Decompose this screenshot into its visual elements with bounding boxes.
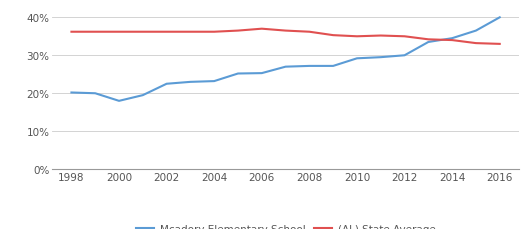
- (AL) State Average: [425, 39, 431, 41]
- Mcadory Elementary School: [449, 38, 455, 40]
- Mcadory Elementary School: [354, 58, 360, 60]
- Line: (AL) State Average: (AL) State Average: [71, 30, 500, 45]
- Mcadory Elementary School: [140, 94, 146, 97]
- Mcadory Elementary School: [425, 41, 431, 44]
- (AL) State Average: [497, 43, 503, 46]
- (AL) State Average: [187, 31, 193, 34]
- Mcadory Elementary School: [401, 55, 408, 57]
- (AL) State Average: [282, 30, 289, 33]
- Mcadory Elementary School: [163, 83, 170, 86]
- Mcadory Elementary School: [235, 73, 241, 76]
- (AL) State Average: [330, 35, 336, 37]
- (AL) State Average: [235, 30, 241, 33]
- Mcadory Elementary School: [306, 65, 312, 68]
- (AL) State Average: [259, 28, 265, 31]
- Mcadory Elementary School: [282, 66, 289, 69]
- Mcadory Elementary School: [92, 93, 99, 95]
- Mcadory Elementary School: [259, 72, 265, 75]
- (AL) State Average: [449, 40, 455, 42]
- (AL) State Average: [401, 36, 408, 38]
- (AL) State Average: [211, 31, 217, 34]
- (AL) State Average: [116, 31, 122, 34]
- Mcadory Elementary School: [211, 80, 217, 83]
- (AL) State Average: [140, 31, 146, 34]
- Mcadory Elementary School: [378, 57, 384, 59]
- (AL) State Average: [473, 43, 479, 45]
- (AL) State Average: [306, 31, 312, 34]
- Mcadory Elementary School: [330, 65, 336, 68]
- (AL) State Average: [92, 31, 99, 34]
- Line: Mcadory Elementary School: Mcadory Elementary School: [71, 18, 500, 101]
- (AL) State Average: [354, 36, 360, 38]
- Mcadory Elementary School: [68, 92, 74, 94]
- Mcadory Elementary School: [473, 30, 479, 33]
- Legend: Mcadory Elementary School, (AL) State Average: Mcadory Elementary School, (AL) State Av…: [132, 220, 440, 229]
- Mcadory Elementary School: [116, 100, 122, 103]
- Mcadory Elementary School: [187, 81, 193, 84]
- Mcadory Elementary School: [497, 17, 503, 20]
- (AL) State Average: [68, 31, 74, 34]
- (AL) State Average: [163, 31, 170, 34]
- (AL) State Average: [378, 35, 384, 38]
